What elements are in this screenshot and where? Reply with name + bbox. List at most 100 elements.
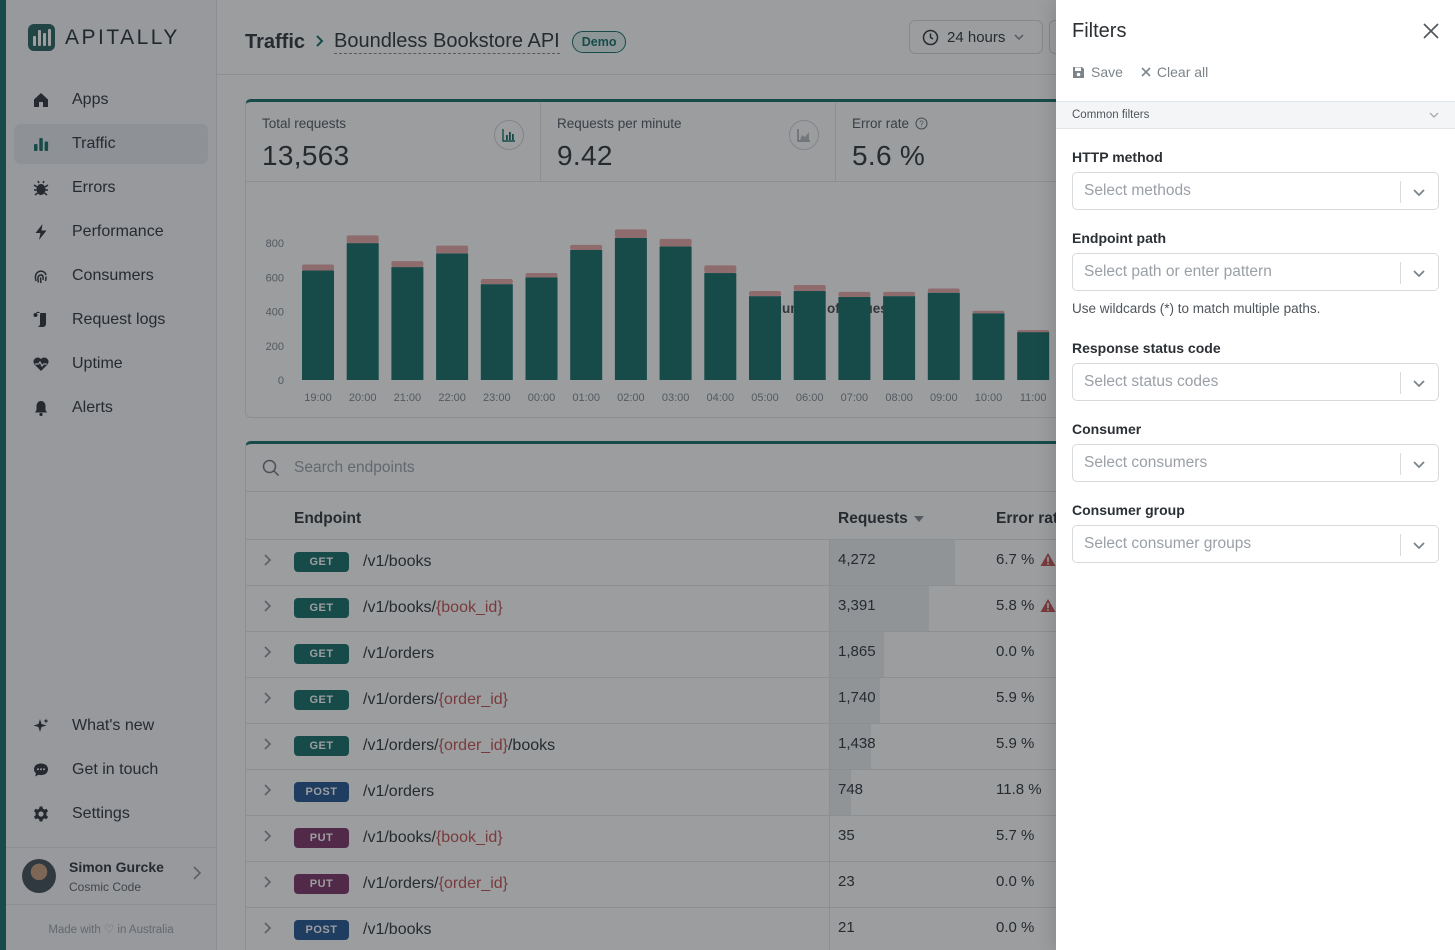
x-tick-label: 08:00 (885, 392, 913, 404)
y-tick-label: 200 (266, 341, 284, 353)
sidebar-item-performance[interactable]: Performance (14, 212, 208, 252)
http-method-select[interactable]: Select methods (1072, 172, 1439, 210)
bar-failed (972, 310, 1005, 314)
bar-successful (614, 237, 647, 380)
sidebar-item-consumers[interactable]: Consumers (14, 256, 208, 296)
request-count: 3,391 (838, 597, 876, 614)
warning-icon (1040, 552, 1056, 572)
table-row[interactable]: POST/v1/books 21 0.0 % (246, 908, 1254, 950)
expand-chevron-icon[interactable] (263, 645, 272, 662)
sidebar-item-traffic[interactable]: Traffic (14, 124, 208, 164)
request-count: 4,272 (838, 551, 876, 568)
status-code-select[interactable]: Select status codes (1072, 363, 1439, 401)
logo-text: APITALLY (65, 25, 180, 49)
made-with-text: Made with ♡ in Australia (48, 924, 174, 936)
error-rate: 0.0 % (996, 643, 1035, 660)
sidebar-item-label: Get in touch (72, 761, 159, 778)
expand-chevron-icon[interactable] (263, 829, 272, 846)
stat-error-rate: Error rate ? 5.6 % (836, 102, 1256, 182)
gear-icon (32, 805, 50, 823)
endpoint-path: /v1/books (363, 553, 431, 571)
chevron-down-icon (1413, 270, 1425, 278)
table-row[interactable]: GET/v1/books 4,272 6.7 % (246, 540, 1254, 586)
save-filters-button[interactable]: Save (1072, 64, 1123, 80)
sidebar-item-alerts[interactable]: Alerts (14, 388, 208, 428)
table-row[interactable]: POST/v1/orders 748 11.8 % (246, 770, 1254, 816)
select-placeholder: Select status codes (1084, 373, 1219, 390)
error-rate: 11.8 % (996, 781, 1042, 798)
method-badge: PUT (294, 874, 349, 894)
consumer-group-select[interactable]: Select consumer groups (1072, 525, 1439, 563)
table-row[interactable]: PUT/v1/books/{book_id} 35 5.7 % (246, 816, 1254, 862)
sidebar-item-get-in-touch[interactable]: Get in touch (14, 750, 208, 790)
app-selector[interactable]: Boundless Bookstore API (334, 30, 560, 54)
expand-chevron-icon[interactable] (263, 921, 272, 938)
bar-successful (972, 313, 1005, 380)
chevron-down-icon (1014, 34, 1024, 41)
x-tick-label: 21:00 (394, 392, 422, 404)
expand-chevron-icon[interactable] (263, 737, 272, 754)
sidebar-item-errors[interactable]: Errors (14, 168, 208, 208)
column-header-endpoint[interactable]: Endpoint (294, 510, 362, 527)
select-placeholder: Select consumer groups (1084, 535, 1252, 552)
table-row[interactable]: GET/v1/orders 1,865 0.0 % (246, 632, 1254, 678)
period-selector[interactable]: 24 hours (909, 20, 1043, 54)
user-menu[interactable]: Simon Gurcke Cosmic Code (6, 847, 216, 905)
expand-chevron-icon[interactable] (263, 783, 272, 800)
save-label: Save (1091, 64, 1123, 80)
column-header-error-rate[interactable]: Error rat (996, 510, 1059, 527)
x-tick-label: 04:00 (707, 392, 735, 404)
sidebar-item-apps[interactable]: Apps (14, 80, 208, 120)
divider (1400, 453, 1401, 475)
sidebar-item-label: What's new (72, 717, 155, 734)
bar-failed (480, 279, 513, 285)
requests-share-bar (829, 770, 851, 815)
endpoint-path: /v1/orders/{order_id}/books (363, 737, 555, 755)
endpoint-path: /v1/books/{book_id} (363, 599, 503, 617)
x-tick-label: 09:00 (930, 392, 958, 404)
requests-share-bar (829, 678, 880, 723)
expand-chevron-icon[interactable] (263, 553, 272, 570)
divider (1400, 372, 1401, 394)
request-count: 35 (838, 827, 855, 844)
common-filters-toggle[interactable]: Common filters (1056, 101, 1455, 129)
method-badge: GET (294, 598, 349, 618)
consumer-select[interactable]: Select consumers (1072, 444, 1439, 482)
modal-backdrop[interactable] (0, 0, 1056, 950)
sidebar-item-settings[interactable]: Settings (14, 794, 208, 834)
endpoint-path-select[interactable]: Select path or enter pattern (1072, 253, 1439, 291)
table-row[interactable]: GET/v1/orders/{order_id}/books 1,438 5.9 % (246, 724, 1254, 770)
sidebar-item-request-logs[interactable]: Request logs (14, 300, 208, 340)
x-tick-label: 00:00 (528, 392, 556, 404)
stat-label: Total requests (262, 116, 347, 131)
endpoints-table-card: Endpoint Requests Error rat GET/v1/books… (245, 441, 1255, 950)
expand-chevron-icon[interactable] (263, 599, 272, 616)
help-icon[interactable]: ? (915, 117, 928, 130)
save-icon (1073, 66, 1084, 78)
divider (1400, 262, 1401, 284)
path-segment: /v1/orders/ (363, 737, 439, 754)
sidebar: APITALLY Apps Traffic Errors Performance Con… (6, 0, 217, 950)
close-button[interactable] (1421, 21, 1441, 41)
method-badge: GET (294, 644, 349, 664)
table-row[interactable]: GET/v1/orders/{order_id} 1,740 5.9 % (246, 678, 1254, 724)
logo[interactable]: APITALLY (28, 24, 180, 51)
bar-successful (302, 270, 334, 380)
table-row[interactable]: GET/v1/books/{book_id} 3,391 5.8 % (246, 586, 1254, 632)
bar-failed (614, 229, 647, 238)
search-input[interactable] (294, 458, 794, 477)
y-tick-label: 0 (278, 375, 284, 387)
expand-chevron-icon[interactable] (263, 691, 272, 708)
sidebar-item-what-s-new[interactable]: What's new (14, 706, 208, 746)
sidebar-item-uptime[interactable]: Uptime (14, 344, 208, 384)
expand-chevron-icon[interactable] (263, 875, 272, 892)
bar-successful (838, 297, 871, 380)
column-header-requests[interactable]: Requests (838, 510, 924, 528)
method-badge: PUT (294, 828, 349, 848)
clear-all-button[interactable]: Clear all (1141, 64, 1208, 80)
sidebar-item-label: Alerts (72, 399, 113, 416)
bar-successful (391, 267, 424, 380)
warning-icon (1040, 598, 1056, 618)
table-row[interactable]: PUT/v1/orders/{order_id} 23 0.0 % (246, 862, 1254, 908)
x-tick-label: 02:00 (617, 392, 645, 404)
